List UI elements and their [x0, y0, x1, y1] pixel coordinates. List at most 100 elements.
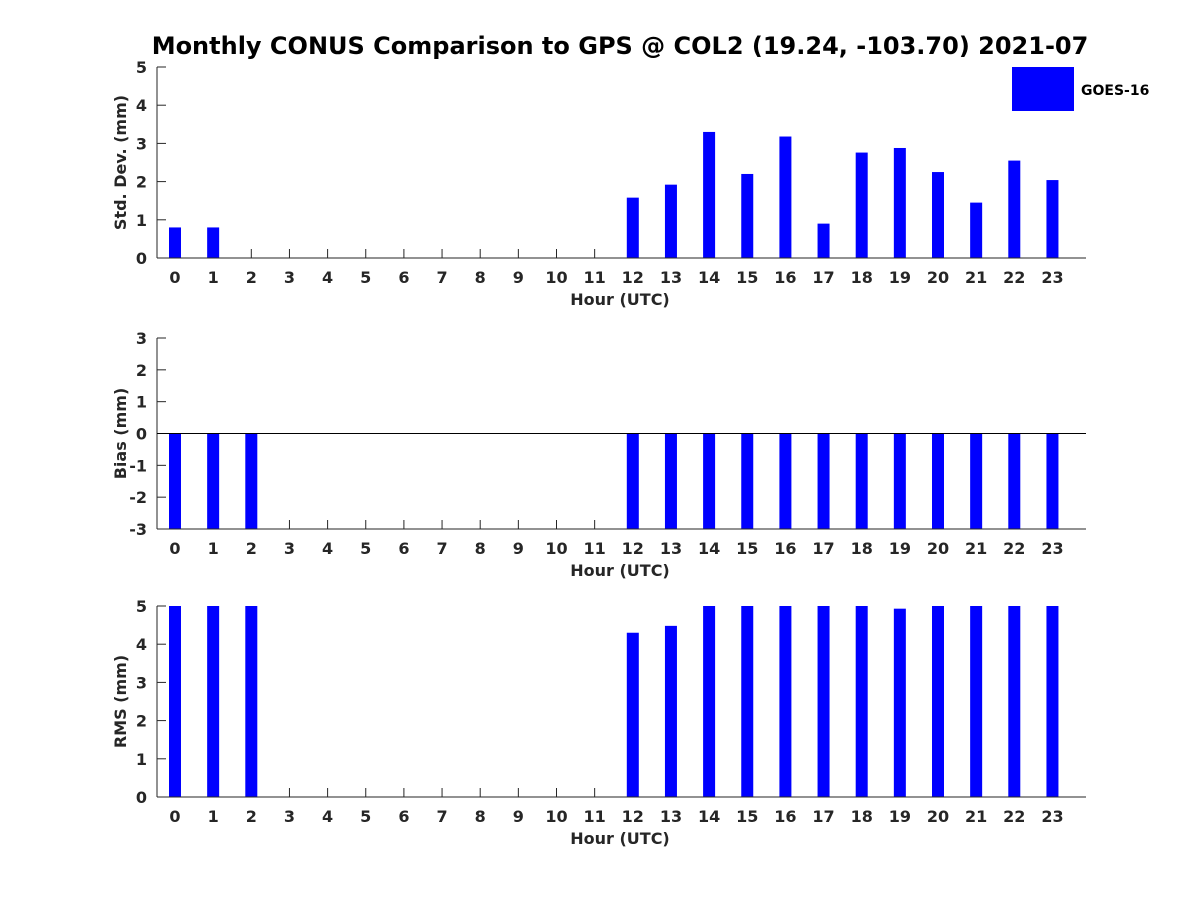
x-tick-label: 9	[513, 539, 524, 558]
bar	[626, 632, 639, 797]
bar	[779, 606, 792, 797]
x-tick-label: 16	[774, 539, 796, 558]
y-tick-label: 0	[136, 425, 147, 444]
y-axis-label: RMS (mm)	[111, 655, 130, 748]
x-tick-label: 13	[660, 539, 682, 558]
y-tick-label: 5	[136, 58, 147, 77]
bar	[970, 606, 983, 797]
bar	[1008, 160, 1021, 258]
x-tick-label: 6	[398, 268, 409, 287]
x-tick-label: 5	[360, 539, 371, 558]
bar	[207, 227, 220, 258]
bar	[817, 606, 830, 797]
bar	[1008, 606, 1021, 797]
x-tick-label: 8	[475, 268, 486, 287]
x-tick-label: 12	[622, 268, 644, 287]
bar	[664, 433, 677, 529]
y-tick-label: 2	[136, 712, 147, 731]
bar	[626, 197, 639, 258]
bar	[1046, 433, 1059, 529]
x-tick-label: 20	[927, 807, 949, 826]
y-tick-label: 0	[136, 249, 147, 268]
x-tick-label: 12	[622, 539, 644, 558]
x-tick-label: 4	[322, 807, 333, 826]
x-tick-label: 4	[322, 268, 333, 287]
bar	[169, 227, 181, 258]
x-tick-label: 6	[398, 539, 409, 558]
bar	[169, 433, 181, 529]
y-tick-label: 3	[136, 329, 147, 348]
x-tick-label: 9	[513, 807, 524, 826]
bar	[855, 152, 868, 258]
x-tick-label: 8	[475, 539, 486, 558]
bar	[169, 606, 181, 797]
bar	[207, 606, 220, 797]
x-tick-label: 1	[208, 807, 219, 826]
y-tick-label: 2	[136, 361, 147, 380]
x-tick-label: 12	[622, 807, 644, 826]
y-axis-label: Bias (mm)	[111, 388, 130, 480]
x-tick-label: 3	[284, 807, 295, 826]
y-tick-label: 1	[136, 750, 147, 769]
x-tick-label: 5	[360, 807, 371, 826]
bar	[207, 433, 220, 529]
x-tick-label: 1	[208, 539, 219, 558]
x-tick-label: 18	[851, 539, 873, 558]
bar	[817, 223, 830, 258]
x-tick-label: 0	[169, 268, 180, 287]
bar	[703, 433, 716, 529]
x-tick-label: 11	[584, 539, 606, 558]
x-tick-label: 10	[545, 268, 567, 287]
y-tick-label: -2	[129, 488, 147, 507]
y-tick-label: 1	[136, 211, 147, 230]
bar	[893, 147, 906, 258]
bar	[664, 184, 677, 258]
y-tick-label: 1	[136, 393, 147, 412]
y-tick-label: -3	[129, 520, 147, 539]
x-tick-label: 23	[1041, 539, 1063, 558]
x-tick-label: 14	[698, 807, 720, 826]
x-tick-label: 17	[812, 539, 834, 558]
x-tick-label: 8	[475, 807, 486, 826]
x-tick-label: 16	[774, 807, 796, 826]
bar	[245, 606, 258, 797]
legend-label: GOES-16	[1081, 83, 1149, 99]
y-tick-label: 3	[136, 673, 147, 692]
x-tick-label: 6	[398, 807, 409, 826]
x-tick-label: 4	[322, 539, 333, 558]
bar	[741, 433, 754, 529]
x-tick-label: 20	[927, 539, 949, 558]
x-tick-label: 21	[965, 539, 987, 558]
x-tick-label: 0	[169, 539, 180, 558]
bar	[245, 433, 258, 529]
x-tick-label: 21	[965, 268, 987, 287]
bar	[703, 131, 716, 258]
bar	[1008, 433, 1021, 529]
x-tick-label: 22	[1003, 268, 1025, 287]
bar	[1046, 606, 1059, 797]
bar	[741, 173, 754, 258]
x-tick-label: 2	[246, 807, 257, 826]
bar	[817, 433, 830, 529]
x-tick-label: 9	[513, 268, 524, 287]
bar	[970, 433, 983, 529]
y-tick-label: -1	[129, 456, 147, 475]
bar	[970, 202, 983, 258]
x-axis-label: Hour (UTC)	[570, 829, 670, 848]
x-tick-label: 16	[774, 268, 796, 287]
x-tick-label: 7	[436, 539, 447, 558]
x-axis-label: Hour (UTC)	[570, 290, 670, 309]
y-tick-label: 0	[136, 788, 147, 807]
x-tick-label: 18	[851, 807, 873, 826]
x-tick-label: 22	[1003, 807, 1025, 826]
x-tick-label: 23	[1041, 807, 1063, 826]
y-axis-label: Std. Dev. (mm)	[111, 95, 130, 230]
x-tick-label: 13	[660, 807, 682, 826]
y-tick-label: 4	[136, 96, 147, 115]
bar	[855, 606, 868, 797]
